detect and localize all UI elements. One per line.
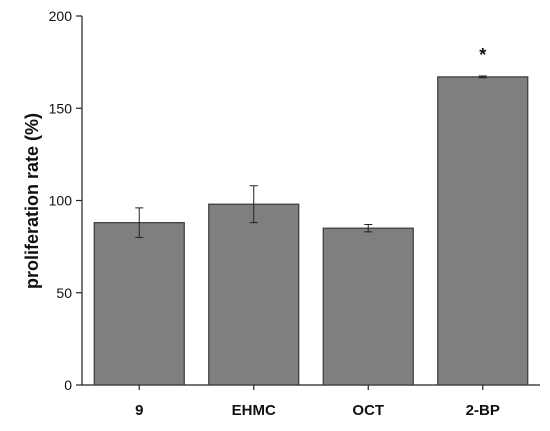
x-tick-label: EHMC (232, 402, 276, 419)
significance-marker: * (479, 45, 486, 65)
x-tick-label: 9 (135, 402, 143, 419)
y-axis-label: proliferation rate (%) (22, 113, 42, 289)
bar-2-bp (437, 76, 529, 386)
y-tick-label: 150 (49, 100, 73, 116)
y-tick-label: 50 (56, 285, 72, 301)
x-tick-label: OCT (352, 402, 384, 419)
bar-9 (93, 222, 185, 386)
y-tick-label: 200 (49, 8, 73, 24)
y-tick-label: 100 (49, 193, 73, 209)
bar-ehmc (208, 203, 300, 386)
x-tick-label: 2-BP (466, 402, 500, 419)
y-tick-label: 0 (64, 377, 72, 393)
plot-area: 0 50 100 150 200 9 EHMC OCT * 2-BP (49, 8, 540, 419)
bar-oct (322, 227, 414, 386)
